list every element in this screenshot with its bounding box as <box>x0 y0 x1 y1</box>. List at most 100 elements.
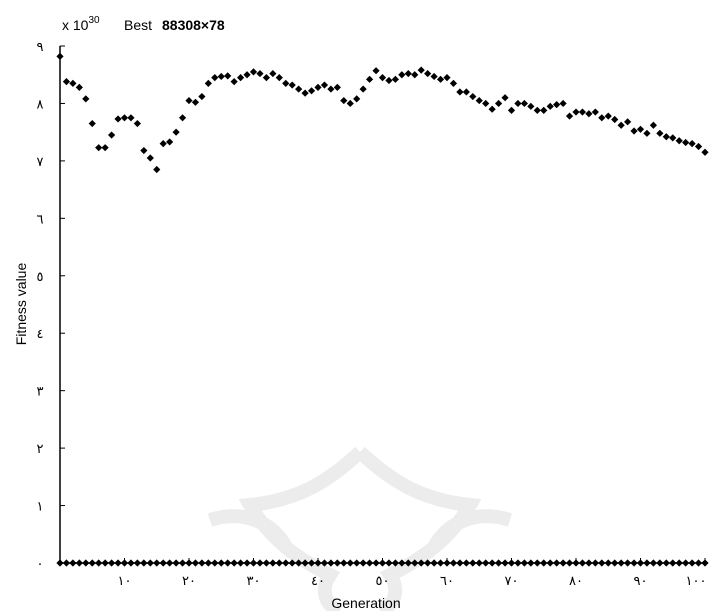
data-point <box>591 108 599 116</box>
data-point <box>178 559 187 567</box>
y-tick-label: ٦ <box>37 212 44 227</box>
data-point <box>462 88 470 96</box>
data-point <box>656 559 664 567</box>
data-point <box>675 137 683 145</box>
data-point <box>540 106 548 114</box>
data-point <box>237 559 245 567</box>
data-point <box>295 85 303 93</box>
data-point <box>166 559 174 567</box>
data-point <box>572 559 580 567</box>
data-point <box>514 559 522 567</box>
data-point <box>256 69 264 78</box>
data-point <box>178 114 187 122</box>
data-point <box>482 559 490 567</box>
data-point <box>198 559 206 567</box>
data-point <box>643 559 651 567</box>
data-point <box>230 559 238 567</box>
data-point <box>585 559 593 567</box>
data-point <box>320 559 329 567</box>
data-point <box>546 102 554 110</box>
data-point <box>424 69 432 78</box>
data-point <box>249 559 258 567</box>
data-point <box>404 69 412 78</box>
data-point <box>140 559 148 567</box>
y-tick-label: ٧ <box>37 155 44 170</box>
data-point <box>443 559 451 567</box>
data-point <box>62 559 71 567</box>
data-point <box>430 72 438 81</box>
data-point <box>559 99 567 108</box>
data-point <box>217 72 225 81</box>
data-point <box>469 92 477 101</box>
data-point <box>372 559 380 567</box>
data-point <box>262 559 270 567</box>
x-ticks: ١٠ ٢٠ ٣٠ ٤٠ ٥٠ ٦٠ ٧٠ ٨٠ ٩٠ ١٠٠ <box>118 558 707 589</box>
data-point <box>624 118 632 126</box>
data-point <box>649 121 657 129</box>
y-tick-label: ٥ <box>37 270 44 285</box>
y-tick-label: ٩ <box>37 40 44 55</box>
data-point <box>495 559 503 567</box>
data-point <box>269 559 277 567</box>
data-point <box>69 559 77 567</box>
data-point <box>301 89 309 97</box>
data-point <box>585 110 593 118</box>
data-point <box>282 559 290 567</box>
x-tick-label: ٢٠ <box>182 574 196 589</box>
data-point <box>424 559 432 567</box>
x-tick-label: ١٠ <box>118 574 132 589</box>
data-point <box>108 131 116 139</box>
data-point <box>604 559 612 567</box>
data-point <box>417 66 425 74</box>
data-point <box>127 114 135 122</box>
data-point <box>630 559 638 567</box>
data-point <box>88 559 96 567</box>
data-point <box>636 125 645 133</box>
y-ticks: ٠ ١ ٢ ٣ ٤ ٥ ٦ ٧ ٨ ٩ <box>37 40 65 572</box>
data-point <box>198 92 206 101</box>
y-axis-label: Fitness value <box>13 263 29 346</box>
data-point <box>359 85 367 93</box>
data-point <box>224 559 232 567</box>
data-point <box>224 72 232 80</box>
data-point <box>378 73 387 82</box>
data-point <box>527 559 535 567</box>
data-point <box>636 559 645 567</box>
data-point <box>398 559 406 567</box>
data-point <box>282 79 290 87</box>
data-point <box>243 559 251 567</box>
data-point <box>436 559 445 567</box>
data-point <box>320 81 329 89</box>
data-point <box>75 83 83 91</box>
y-tick-label: ١ <box>37 500 44 515</box>
data-point <box>114 559 122 567</box>
y-tick-label: ٠ <box>37 557 44 572</box>
data-point <box>301 559 309 567</box>
data-point <box>591 559 599 567</box>
data-point <box>256 559 264 567</box>
x-tick-label: ١٠٠ <box>686 574 707 589</box>
data-point <box>378 559 387 567</box>
data-point <box>249 68 258 76</box>
data-point <box>211 73 219 82</box>
data-point <box>159 559 167 567</box>
data-point <box>191 98 200 106</box>
data-point <box>172 128 180 136</box>
data-point <box>307 559 316 567</box>
data-point <box>204 559 212 567</box>
data-point <box>520 559 528 567</box>
data-point <box>243 71 251 79</box>
data-point <box>598 114 606 122</box>
data-point <box>495 99 503 108</box>
data-point <box>295 559 303 567</box>
data-point <box>211 559 219 567</box>
data-point <box>507 559 516 567</box>
data-point <box>288 559 296 567</box>
data-point <box>617 559 625 567</box>
data-point <box>391 559 399 567</box>
data-point <box>430 559 438 567</box>
data-point <box>662 559 670 567</box>
data-point <box>688 140 696 148</box>
x-tick-label: ٨٠ <box>569 574 583 589</box>
data-point <box>108 559 116 567</box>
